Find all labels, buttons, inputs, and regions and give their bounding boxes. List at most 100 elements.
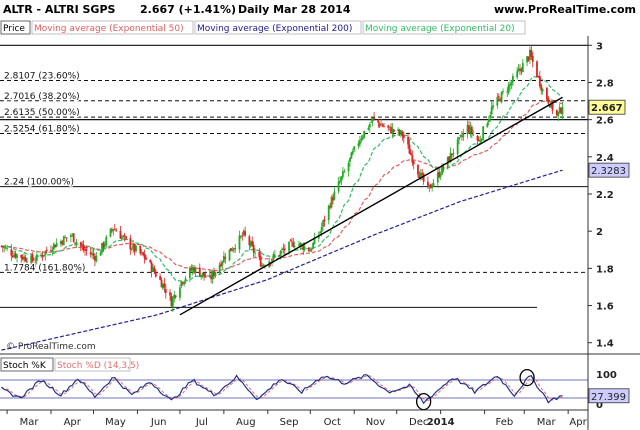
- candle-body-143: [282, 248, 285, 250]
- candle-body-139: [273, 254, 276, 256]
- price-axis-label-4: 2.2: [596, 190, 614, 201]
- candle-body-193: [381, 124, 384, 127]
- candle-body-263: [520, 69, 523, 72]
- candle-body-149: [293, 245, 296, 247]
- candle-body-212: [419, 172, 422, 180]
- candle-body-220: [436, 172, 439, 183]
- fib-label-0: 2.8107 (23.60%): [4, 71, 80, 81]
- fibonacci-lines: [0, 79, 588, 273]
- candle-body-176: [349, 157, 351, 162]
- ma200-legend-box: [194, 20, 362, 35]
- candle-body-29: [55, 243, 58, 247]
- candle-body-283: [560, 108, 562, 114]
- candle-body-120: [238, 235, 241, 250]
- candle-body-28: [54, 244, 57, 248]
- candle-body-45: [89, 252, 92, 255]
- candle-body-23: [44, 250, 47, 256]
- candle-body-236: [468, 125, 470, 133]
- candle-body-211: [418, 175, 421, 179]
- candle-body-246: [487, 118, 490, 123]
- candle-body-267: [529, 50, 531, 60]
- candle-body-244: [482, 126, 485, 140]
- candle-body-24: [45, 249, 48, 252]
- price-axis-label-0: 1.4: [596, 339, 614, 350]
- candle-body-205: [407, 136, 409, 145]
- candle-body-73: [143, 253, 146, 259]
- stoch-value-label: 27.399: [591, 392, 626, 403]
- candle-body-22: [43, 255, 45, 256]
- candle-body-163: [322, 220, 324, 227]
- candle-body-277: [548, 104, 551, 108]
- candle-body-195: [387, 125, 390, 128]
- ma200-legend-label: Moving average (Exponential 200): [197, 24, 352, 34]
- candle-body-42: [82, 245, 85, 251]
- time-axis-label-10: 2014: [427, 417, 455, 428]
- candle-body-140: [278, 255, 281, 256]
- candle-body-228: [451, 153, 453, 156]
- time-axis-label-7: Oct: [324, 417, 341, 428]
- candle-body-80: [159, 276, 162, 280]
- candle-body-280: [555, 110, 558, 115]
- candle-body-189: [373, 117, 375, 119]
- ma50-legend-box: [31, 20, 194, 35]
- candle-body-254: [502, 91, 504, 92]
- candle-body-0: [0, 245, 3, 247]
- stoch-d-legend-label: Stoch %D (14,3,5): [57, 361, 139, 371]
- candle-body-238: [470, 126, 473, 134]
- candle-body-231: [458, 136, 460, 140]
- candle-body-148: [292, 242, 295, 248]
- candle-body-172: [340, 176, 343, 181]
- stoch-k-legend-label: Stoch %K: [3, 361, 47, 371]
- candle-body-113: [222, 255, 225, 263]
- candle-body-157: [310, 249, 313, 251]
- price-axis-label-7: 2.8: [596, 78, 614, 89]
- candle-body-21: [41, 254, 44, 257]
- candle-body-197: [390, 127, 392, 134]
- candle-body-192: [380, 124, 383, 126]
- candle-body-217: [429, 184, 432, 189]
- candle-body-84: [164, 288, 167, 294]
- time-axis-label-9: Dec: [409, 417, 428, 428]
- candle-body-90: [179, 287, 181, 298]
- candle-body-141: [279, 250, 282, 256]
- candle-body-274: [541, 89, 544, 92]
- candle-body-196: [388, 126, 391, 128]
- candle-body-186: [368, 124, 371, 128]
- candle-body-46: [91, 253, 93, 255]
- stoch-k-line: [1, 374, 563, 405]
- candle-body-275: [546, 87, 548, 100]
- candle-body-152: [300, 244, 303, 245]
- candle-body-3: [4, 247, 7, 249]
- candle-body-93: [183, 281, 186, 285]
- candle-body-56: [111, 229, 113, 231]
- candle-body-284: [561, 107, 564, 115]
- candle-body-89: [174, 295, 177, 298]
- candle-body-138: [272, 254, 275, 259]
- candle-body-206: [408, 144, 411, 154]
- candle-body-248: [490, 106, 493, 115]
- candle-body-62: [122, 236, 125, 237]
- candle-body-233: [460, 135, 463, 137]
- candle-body-63: [123, 234, 126, 237]
- candle-body-167: [330, 196, 333, 208]
- candle-body-203: [401, 131, 404, 136]
- candle-body-20: [40, 254, 42, 256]
- trendline-group: [179, 96, 563, 316]
- candle-body-144: [283, 248, 286, 251]
- candle-body-126: [249, 242, 252, 247]
- candle-body-57: [112, 229, 115, 232]
- candle-body-86: [170, 296, 173, 307]
- candle-body-66: [130, 249, 133, 251]
- ma20-legend-label: Moving average (Exponential 20): [365, 24, 515, 34]
- candle-body-184: [363, 130, 366, 138]
- stoch-k-legend-box: [0, 357, 54, 372]
- candle-body-266: [527, 56, 530, 61]
- candle-body-124: [244, 231, 247, 236]
- candle-body-58: [113, 228, 116, 230]
- candle-body-8: [14, 253, 17, 258]
- symbol-title: ALTR - ALTRI SGPS: [3, 3, 116, 16]
- candle-body-265: [526, 56, 528, 63]
- stoch-circle-1: [519, 368, 535, 387]
- candle-body-17: [33, 261, 35, 264]
